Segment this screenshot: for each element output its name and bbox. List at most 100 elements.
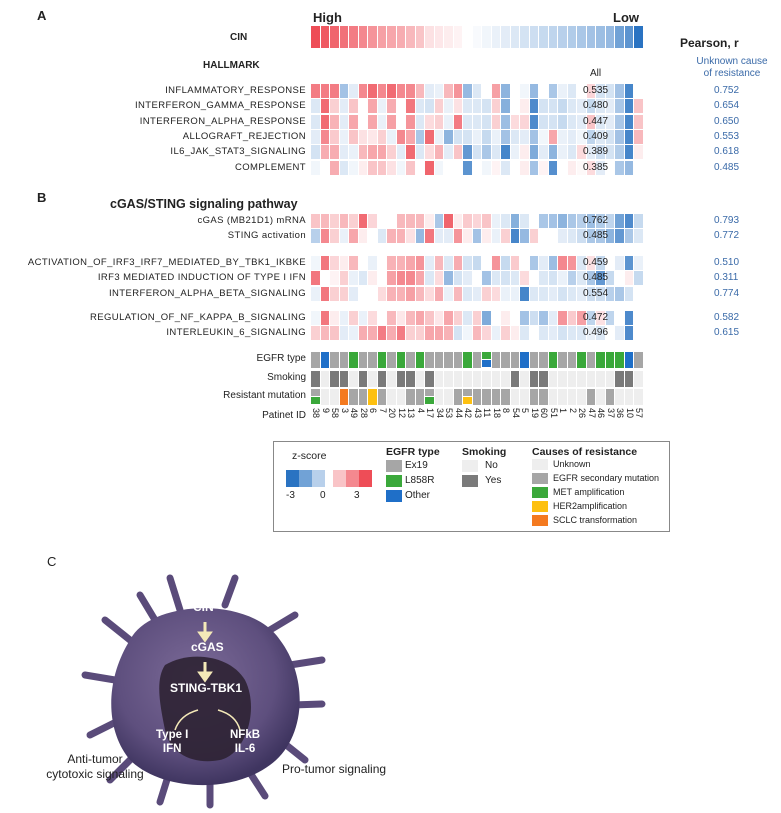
cin-heatmap-cell [577, 26, 586, 48]
heatmap-cell [520, 326, 529, 341]
zscore-swatch [286, 470, 299, 487]
heatmap-cell [349, 129, 358, 144]
heatmap-cell [501, 271, 510, 286]
heatmap-cell [415, 99, 424, 114]
heatmap-cell [415, 229, 424, 244]
heatmap-cell [434, 114, 443, 129]
heatmap-cell [615, 286, 624, 301]
heatmap-cell [520, 129, 529, 144]
resistant-mutation-cell [377, 389, 386, 405]
pearson-all-value: 0.447 [583, 115, 609, 127]
patient-id: 47 [586, 408, 597, 419]
heatmap-cell [482, 214, 491, 228]
heatmap-cell [491, 286, 500, 301]
heatmap-cell [529, 311, 538, 325]
row-label: ALLOGRAFT_REJECTION [182, 130, 306, 142]
heatmap-cell [634, 114, 643, 129]
heatmap-cell [472, 286, 481, 301]
legend: z-score -3 0 3 EGFR type Ex19 L858R Othe… [273, 441, 670, 532]
heatmap-cell [330, 286, 339, 301]
anti-tumor-l2: cytotoxic signaling [46, 767, 144, 781]
heatmap-cell [406, 256, 415, 270]
heatmap-cell [510, 129, 519, 144]
smoking-cell [605, 371, 614, 387]
row-label: cGAS (MB21D1) mRNA [197, 215, 306, 226]
heatmap-cell [605, 271, 614, 286]
heatmap-cell [539, 229, 548, 244]
heatmap-cell [463, 214, 472, 228]
heatmap-cell [330, 129, 339, 144]
row-label: ACTIVATION_OF_IRF3_IRF7_MEDIATED_BY_TBK1… [27, 257, 306, 268]
resistant-mutation-cell [520, 389, 529, 405]
heatmap-cell [605, 256, 614, 270]
patient-id: 28 [358, 408, 369, 419]
resistant-mutation-cell [510, 389, 519, 405]
heatmap-cell [615, 229, 624, 244]
heatmap-cell [377, 326, 386, 341]
heatmap-cell [529, 99, 538, 114]
heatmap-cell [501, 129, 510, 144]
heatmap-cell [311, 99, 320, 114]
heatmap-cell [491, 256, 500, 270]
smoking-cell [415, 371, 424, 387]
heatmap-cell [567, 99, 576, 114]
cin-heatmap-cell [330, 26, 339, 48]
cin-heatmap-cell [320, 26, 329, 48]
row-label: INTERFERON_ALPHA_RESPONSE [139, 115, 306, 127]
resistant-mutation-cell [434, 389, 443, 405]
heatmap-cell [529, 286, 538, 301]
heatmap-cell [358, 99, 367, 114]
heatmap-cell [368, 229, 377, 244]
heatmap-cell [377, 311, 386, 325]
heatmap-cell [368, 286, 377, 301]
heatmap-cell [577, 229, 586, 244]
heatmap-cell [539, 145, 548, 160]
heatmap-cell [510, 99, 519, 114]
legend-smoking-title: Smoking [462, 446, 507, 458]
smoking-cell [330, 371, 339, 387]
heatmap-cell [434, 311, 443, 325]
heatmap-cell [444, 99, 453, 114]
heatmap-cell [339, 256, 348, 270]
diagram-cin: CIN [193, 600, 214, 614]
heatmap-cell [358, 214, 367, 228]
heatmap-cell [577, 256, 586, 270]
heatmap-cell [453, 99, 462, 114]
resistant-mutation-cell [425, 389, 434, 396]
heatmap-cell [510, 229, 519, 244]
heatmap-cell [624, 271, 633, 286]
patient-id: 43 [472, 408, 483, 419]
legend-res-met: MET amplification [553, 487, 625, 497]
heatmap-cell [425, 160, 434, 175]
heatmap-cell [548, 99, 557, 114]
heatmap-cell [444, 160, 453, 175]
egfr-type-cell [634, 352, 643, 368]
heatmap-cell [577, 311, 586, 325]
heatmap-cell [311, 160, 320, 175]
heatmap-cell [444, 114, 453, 129]
heatmap-cell [624, 99, 633, 114]
egfr-type-cell [567, 352, 576, 368]
heatmap-cell [482, 129, 491, 144]
egfr-type-cell [586, 352, 595, 368]
cin-heatmap-cell [349, 26, 358, 48]
heatmap-cell [567, 160, 576, 175]
heatmap-cell [330, 84, 339, 98]
zscore-swatch [312, 470, 325, 487]
heatmap-cell [453, 229, 462, 244]
resistant-mutation-cell [615, 389, 624, 405]
heatmap-cell [520, 160, 529, 175]
heatmap-cell [491, 311, 500, 325]
egfr-type-cell [434, 352, 443, 368]
heatmap-cell [520, 256, 529, 270]
pearson-unknown-value: 0.774 [714, 287, 740, 299]
all-column-heading: All [590, 68, 602, 79]
arrow-right-icon [217, 709, 241, 731]
heatmap-cell [406, 114, 415, 129]
legend-swatch-met [532, 487, 548, 498]
resistant-mutation-cell [387, 389, 396, 405]
patient-id: 37 [605, 408, 616, 419]
heatmap-cell [358, 229, 367, 244]
heatmap-cell [320, 160, 329, 175]
heatmap-cell [311, 286, 320, 301]
